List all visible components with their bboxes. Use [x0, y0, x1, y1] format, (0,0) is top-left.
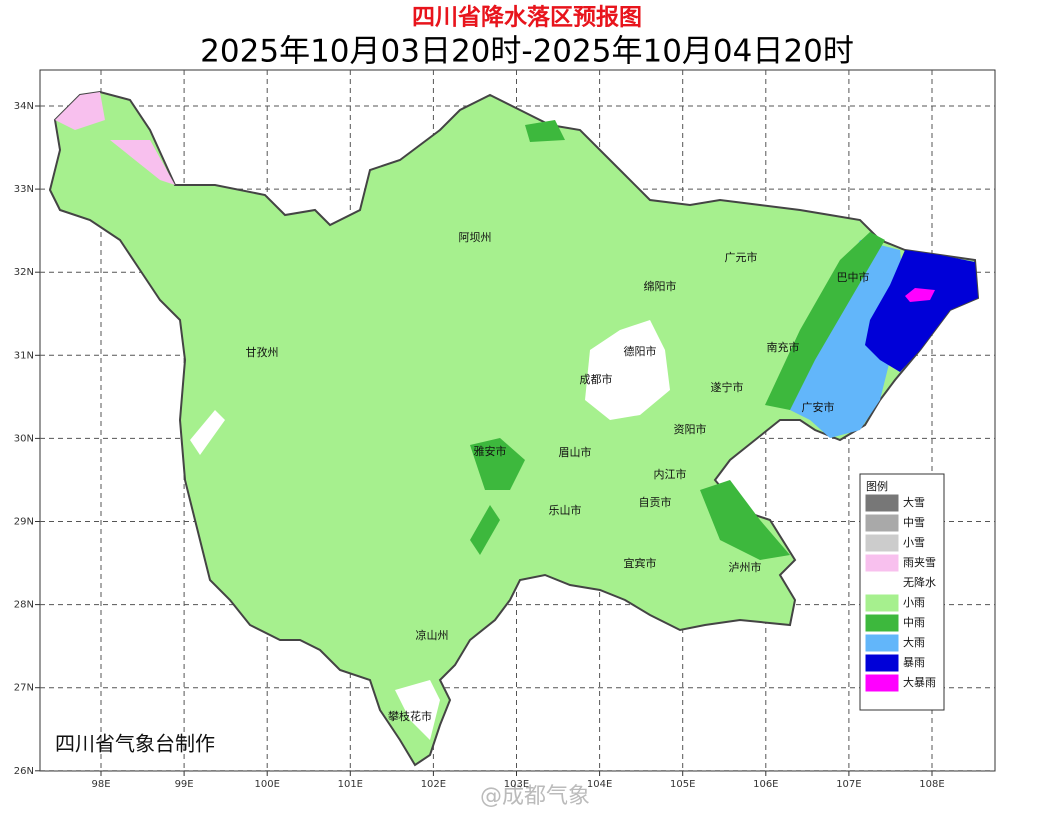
city-label: 攀枝花市	[388, 709, 432, 723]
lon-tick-label: 103E	[504, 779, 529, 790]
city-label: 广安市	[802, 400, 835, 414]
city-label: 凉山州	[416, 628, 449, 642]
legend-swatch	[865, 674, 899, 692]
subtitle: 2025年10月03日20时-2025年10月04日20时	[200, 34, 854, 70]
moderate-rain-patch	[470, 438, 525, 490]
legend-label: 小雪	[903, 536, 925, 549]
city-label: 资阳市	[674, 422, 707, 436]
lon-tick-label: 106E	[753, 779, 778, 790]
legend-label: 雨夹雪	[903, 556, 936, 569]
legend-swatch	[865, 514, 899, 532]
legend-title: 图例	[866, 479, 888, 493]
city-label: 甘孜州	[246, 345, 279, 359]
no-rain-area	[585, 320, 670, 420]
lon-tick-label: 100E	[254, 779, 279, 790]
credit: 四川省气象台制作	[55, 732, 215, 756]
city-label: 德阳市	[624, 344, 657, 358]
sleet-area	[110, 140, 175, 185]
city-label: 雅安市	[474, 444, 507, 458]
legend-label: 大雪	[903, 495, 925, 509]
province	[48, 90, 980, 767]
lon-tick-label: 98E	[91, 779, 110, 790]
legend-swatch	[865, 554, 899, 572]
city-label: 南充市	[767, 340, 800, 354]
lon-tick-label: 101E	[338, 779, 363, 790]
legend-swatch	[865, 634, 899, 652]
lat-tick-label: 32N	[14, 267, 34, 278]
legend-swatch	[865, 614, 899, 632]
legend-label: 中雪	[903, 516, 925, 529]
legend-label: 无降水	[903, 575, 936, 589]
lon-tick-label: 99E	[175, 779, 194, 790]
legend-swatch	[865, 654, 899, 672]
lon-tick-label: 104E	[587, 779, 612, 790]
title: 四川省降水落区预报图	[412, 5, 642, 31]
sleet-area	[55, 92, 105, 130]
moderate-rain-patch	[700, 480, 790, 560]
legend-swatch	[865, 534, 899, 552]
city-label: 泸州市	[729, 560, 762, 574]
city-label: 内江市	[654, 467, 687, 481]
lat-tick-label: 28N	[14, 600, 34, 611]
city-label: 阿坝州	[459, 230, 492, 244]
lat-tick-label: 29N	[14, 517, 34, 528]
province-area	[48, 90, 980, 767]
lat-tick-label: 27N	[14, 683, 34, 694]
city-label: 广元市	[725, 250, 758, 264]
city-label: 遂宁市	[711, 380, 744, 394]
legend-swatch	[866, 575, 898, 591]
lat-tick-label: 34N	[14, 101, 34, 112]
no-rain-area	[190, 410, 225, 455]
legend-swatch	[865, 494, 899, 512]
moderate-rain-patch	[525, 120, 565, 142]
lat-tick-label: 33N	[14, 184, 34, 195]
lon-tick-label: 105E	[670, 779, 695, 790]
lon-tick-label: 102E	[421, 779, 446, 790]
heavy-rain-area	[770, 240, 905, 438]
legend-label: 大雨	[903, 635, 925, 649]
city-label: 乐山市	[549, 503, 582, 517]
city-label: 眉山市	[559, 445, 592, 459]
lat-tick-label: 26N	[14, 766, 34, 777]
legend-label: 中雨	[903, 616, 925, 629]
city-label: 宜宾市	[624, 556, 657, 570]
city-label: 自贡市	[639, 495, 672, 509]
city-label: 成都市	[580, 372, 613, 386]
lat-tick-label: 31N	[14, 350, 34, 361]
moderate-rain-area	[765, 232, 885, 410]
legend-label: 小雨	[903, 596, 925, 609]
legend-swatch	[865, 594, 899, 612]
torrential-area	[905, 288, 935, 302]
no-rain-area	[395, 680, 440, 740]
rainstorm-area	[865, 250, 978, 372]
legend-label: 大暴雨	[903, 675, 936, 689]
legend-label: 暴雨	[903, 656, 925, 669]
city-label: 巴中市	[837, 270, 870, 284]
lon-tick-label: 108E	[919, 779, 944, 790]
watermark: @成都气象	[480, 784, 590, 809]
moderate-rain-patch	[470, 505, 500, 555]
city-label: 绵阳市	[644, 279, 677, 293]
lat-tick-label: 30N	[14, 433, 34, 444]
lon-tick-label: 107E	[836, 779, 861, 790]
